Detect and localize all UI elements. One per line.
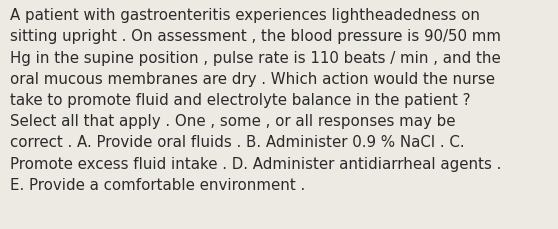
Text: A patient with gastroenteritis experiences lightheadedness on
sitting upright . : A patient with gastroenteritis experienc… xyxy=(10,8,502,192)
